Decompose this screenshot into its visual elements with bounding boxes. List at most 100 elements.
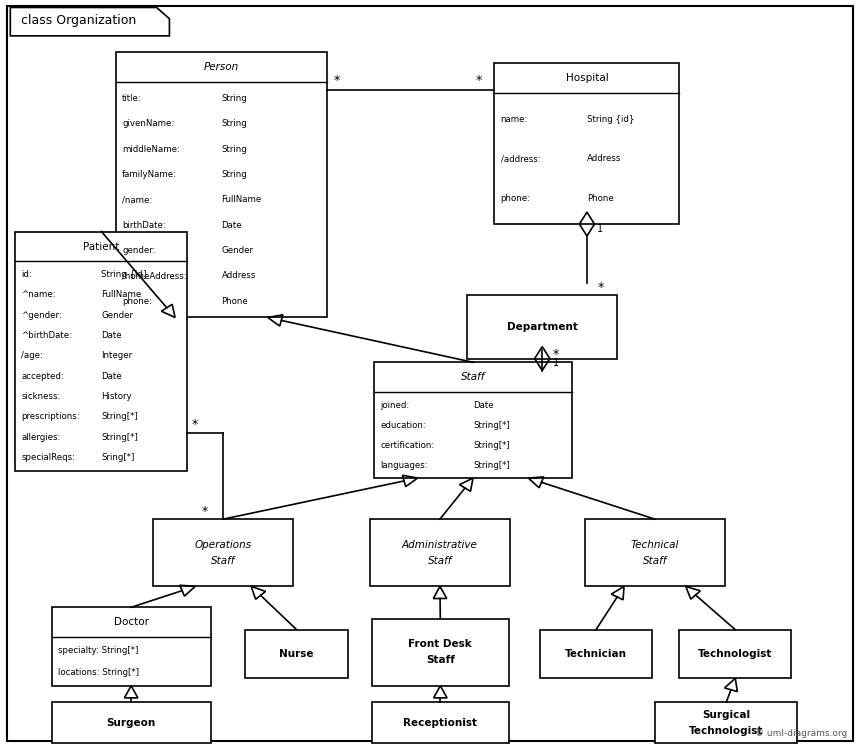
Bar <box>655 702 797 743</box>
Text: /name:: /name: <box>122 195 152 205</box>
Bar <box>372 619 509 686</box>
Text: joined:: joined: <box>380 400 409 409</box>
Text: String[*]: String[*] <box>101 412 138 421</box>
Text: familyName:: familyName: <box>122 170 177 179</box>
Text: History: History <box>101 392 132 401</box>
Text: sickness:: sickness: <box>22 392 61 401</box>
Text: Date: Date <box>101 372 122 381</box>
Text: Administrative: Administrative <box>402 539 478 550</box>
Text: prescriptions:: prescriptions: <box>22 412 80 421</box>
Text: Sring[*]: Sring[*] <box>101 453 135 462</box>
Text: *: * <box>192 418 198 431</box>
Bar <box>494 63 679 224</box>
Text: Technologist: Technologist <box>698 649 772 659</box>
Text: /homeAddress:: /homeAddress: <box>122 271 187 280</box>
Text: Receptionist: Receptionist <box>403 718 477 728</box>
Text: Staff: Staff <box>642 556 667 566</box>
Text: specialty: String[*]: specialty: String[*] <box>58 646 138 655</box>
Text: Technologist: Technologist <box>689 726 764 736</box>
Text: Surgeon: Surgeon <box>107 718 156 728</box>
Text: Surgical: Surgical <box>703 710 750 719</box>
Text: String {id}: String {id} <box>587 114 635 123</box>
Text: Technical: Technical <box>630 539 679 550</box>
Text: FullName: FullName <box>101 291 142 300</box>
Text: Nurse: Nurse <box>280 649 314 659</box>
Bar <box>585 519 725 586</box>
Text: languages:: languages: <box>380 461 427 470</box>
Text: Person: Person <box>204 62 239 72</box>
Text: Staff: Staff <box>427 556 452 566</box>
Text: Integer: Integer <box>101 351 132 360</box>
Text: 1: 1 <box>553 358 559 368</box>
Text: FullName: FullName <box>222 195 261 205</box>
Bar <box>372 702 509 743</box>
Text: Staff: Staff <box>461 372 485 382</box>
Text: Gender: Gender <box>222 246 254 255</box>
Text: ^name:: ^name: <box>22 291 56 300</box>
Bar <box>153 519 293 586</box>
Bar <box>116 52 327 317</box>
Text: Staff: Staff <box>426 655 455 666</box>
Text: String: String <box>222 170 247 179</box>
Text: id:: id: <box>22 270 33 279</box>
Text: © uml-diagrams.org: © uml-diagrams.org <box>755 729 847 738</box>
Text: String[*]: String[*] <box>473 441 510 450</box>
Text: phone:: phone: <box>501 194 531 203</box>
Text: ^gender:: ^gender: <box>22 311 62 320</box>
Text: String: String <box>222 94 247 103</box>
Bar <box>52 607 211 686</box>
Text: birthDate:: birthDate: <box>122 220 166 229</box>
Text: Address: Address <box>222 271 255 280</box>
Text: Front Desk: Front Desk <box>408 639 472 649</box>
Text: Phone: Phone <box>222 297 249 306</box>
Text: Phone: Phone <box>587 194 614 203</box>
Text: /age:: /age: <box>22 351 43 360</box>
Text: middleName:: middleName: <box>122 145 180 154</box>
Text: /address:: /address: <box>501 154 540 164</box>
Text: Department: Department <box>507 322 578 332</box>
Text: ^birthDate:: ^birthDate: <box>22 331 72 340</box>
Bar <box>374 362 572 478</box>
Bar <box>540 630 652 678</box>
Text: Staff: Staff <box>211 556 236 566</box>
Text: Technician: Technician <box>565 649 627 659</box>
Text: *: * <box>334 74 340 87</box>
Text: specialReqs:: specialReqs: <box>22 453 76 462</box>
Text: allergies:: allergies: <box>22 433 61 441</box>
Text: *: * <box>553 348 559 361</box>
Text: phone:: phone: <box>122 297 152 306</box>
Bar <box>370 519 510 586</box>
Text: class Organization: class Organization <box>21 13 136 27</box>
Text: Patient: Patient <box>83 241 120 252</box>
Text: title:: title: <box>122 94 142 103</box>
Text: givenName:: givenName: <box>122 120 175 128</box>
Text: String {id}: String {id} <box>101 270 149 279</box>
Text: *: * <box>201 506 208 518</box>
Bar <box>467 295 617 359</box>
Bar <box>679 630 791 678</box>
Text: String: String <box>222 120 247 128</box>
Bar <box>245 630 348 678</box>
Text: name:: name: <box>501 114 528 123</box>
Text: String: String <box>222 145 247 154</box>
Text: *: * <box>597 281 604 294</box>
Text: Hospital: Hospital <box>566 73 608 84</box>
Text: String[*]: String[*] <box>473 461 510 470</box>
Text: Gender: Gender <box>101 311 133 320</box>
Text: certification:: certification: <box>380 441 434 450</box>
Text: gender:: gender: <box>122 246 156 255</box>
Text: Operations: Operations <box>194 539 252 550</box>
Text: Date: Date <box>222 220 242 229</box>
Text: Date: Date <box>473 400 494 409</box>
Text: Doctor: Doctor <box>114 617 149 627</box>
Text: accepted:: accepted: <box>22 372 64 381</box>
Text: 1: 1 <box>597 223 604 234</box>
Text: education:: education: <box>380 421 426 430</box>
Text: String[*]: String[*] <box>473 421 510 430</box>
Text: Date: Date <box>101 331 122 340</box>
Text: String[*]: String[*] <box>101 433 138 441</box>
Bar <box>52 702 211 743</box>
Polygon shape <box>10 7 169 36</box>
Text: *: * <box>476 74 482 87</box>
Bar <box>15 232 187 471</box>
